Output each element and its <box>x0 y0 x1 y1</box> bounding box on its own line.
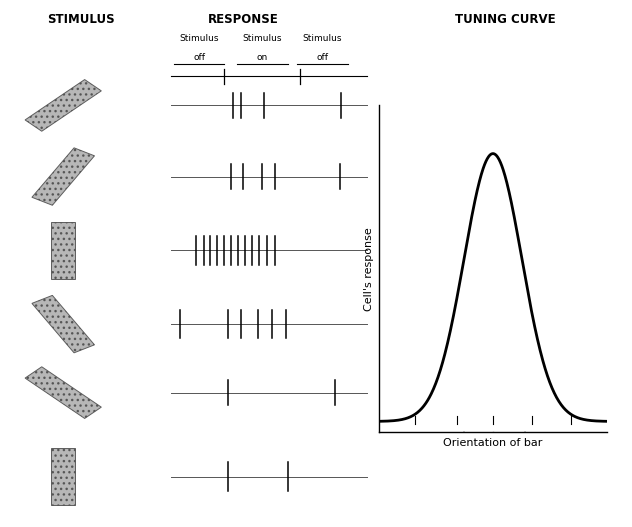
Polygon shape <box>51 222 75 279</box>
Polygon shape <box>32 148 94 205</box>
Text: off: off <box>317 53 328 62</box>
X-axis label: Orientation of bar: Orientation of bar <box>443 438 543 448</box>
Polygon shape <box>32 296 94 353</box>
Polygon shape <box>25 80 101 131</box>
Text: STIMULUS: STIMULUS <box>47 13 115 26</box>
Text: Stimulus: Stimulus <box>303 34 342 43</box>
Text: Stimulus: Stimulus <box>243 34 282 43</box>
Polygon shape <box>51 448 75 505</box>
Text: RESPONSE: RESPONSE <box>208 13 279 26</box>
Text: Stimulus: Stimulus <box>179 34 219 43</box>
Text: off: off <box>193 53 205 62</box>
Text: on: on <box>257 53 268 62</box>
Text: TUNING CURVE: TUNING CURVE <box>455 13 556 26</box>
Y-axis label: Cell's response: Cell's response <box>363 227 374 310</box>
Polygon shape <box>25 367 101 418</box>
